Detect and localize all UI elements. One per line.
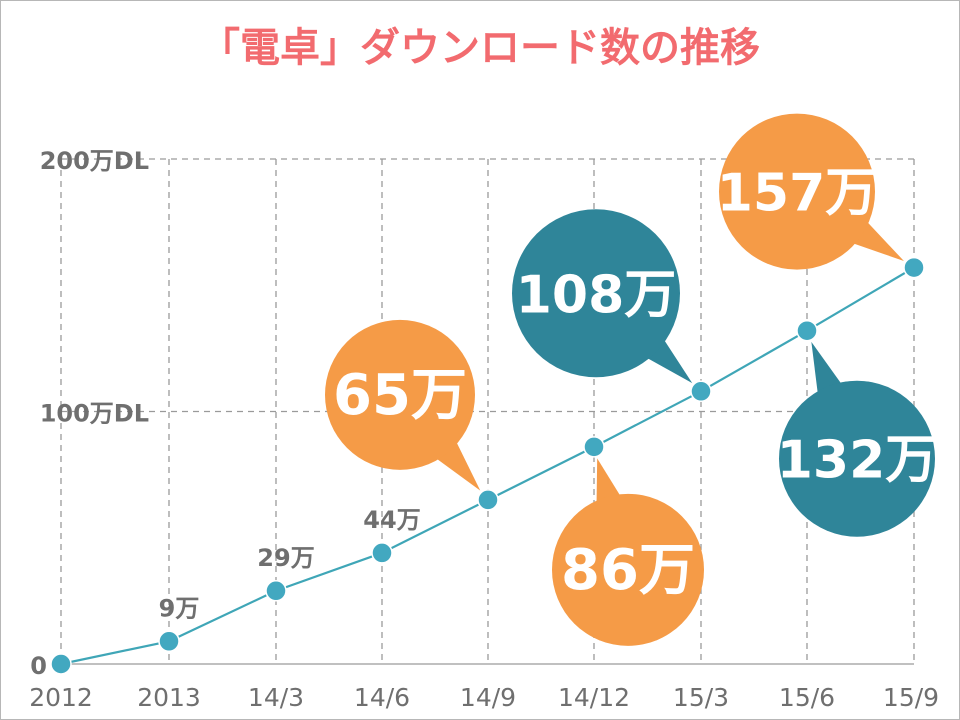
y-tick-label: 200万DL bbox=[40, 147, 149, 175]
data-point bbox=[477, 489, 499, 511]
x-tick-label: 14/6 bbox=[354, 683, 410, 712]
data-bubble bbox=[719, 113, 875, 270]
data-bubble bbox=[552, 493, 704, 646]
x-axis-ticks: 2012 2013 14/3 14/6 14/9 14/12 15/3 15/6 15/9 bbox=[29, 683, 939, 712]
data-point bbox=[265, 580, 287, 602]
bubble-label: 65万 bbox=[333, 363, 467, 428]
y-tick-label: 100万DL bbox=[40, 400, 149, 428]
x-tick-label: 14/9 bbox=[460, 683, 516, 712]
data-point bbox=[50, 653, 72, 675]
bubble-label: 108万 bbox=[516, 265, 677, 325]
data-bubble bbox=[779, 380, 935, 537]
data-label: 9万 bbox=[159, 594, 200, 622]
x-tick-label: 14/12 bbox=[558, 683, 630, 712]
x-tick-label: 15/6 bbox=[779, 683, 835, 712]
y-tick-label: 0 bbox=[30, 652, 47, 680]
data-bubbles bbox=[325, 113, 935, 646]
x-tick-label: 15/9 bbox=[883, 683, 939, 712]
data-bubble bbox=[512, 209, 680, 378]
bubble-label: 86万 bbox=[561, 538, 695, 603]
x-tick-label: 14/3 bbox=[248, 683, 304, 712]
chart-title: 「電卓」ダウンロード数の推移 bbox=[200, 25, 760, 71]
data-points bbox=[50, 256, 925, 675]
bubble-label: 132万 bbox=[777, 431, 938, 491]
data-point bbox=[583, 436, 605, 458]
x-tick-label: 2012 bbox=[29, 683, 93, 712]
data-bubble bbox=[325, 319, 475, 470]
data-label: 44万 bbox=[363, 506, 420, 534]
data-label: 29万 bbox=[257, 544, 314, 572]
data-point bbox=[158, 630, 180, 653]
y-axis-ticks: 0 100万DL 200万DL bbox=[30, 147, 149, 680]
data-labels: 9万 29万 44万 65万 86万 108万 132万 157万 bbox=[159, 164, 938, 623]
data-point bbox=[371, 542, 393, 564]
x-tick-label: 15/3 bbox=[673, 683, 729, 712]
x-tick-label: 2013 bbox=[137, 683, 201, 712]
data-point bbox=[690, 380, 712, 403]
data-point bbox=[903, 256, 925, 279]
bubble-label: 157万 bbox=[717, 164, 878, 224]
data-point bbox=[796, 319, 818, 342]
